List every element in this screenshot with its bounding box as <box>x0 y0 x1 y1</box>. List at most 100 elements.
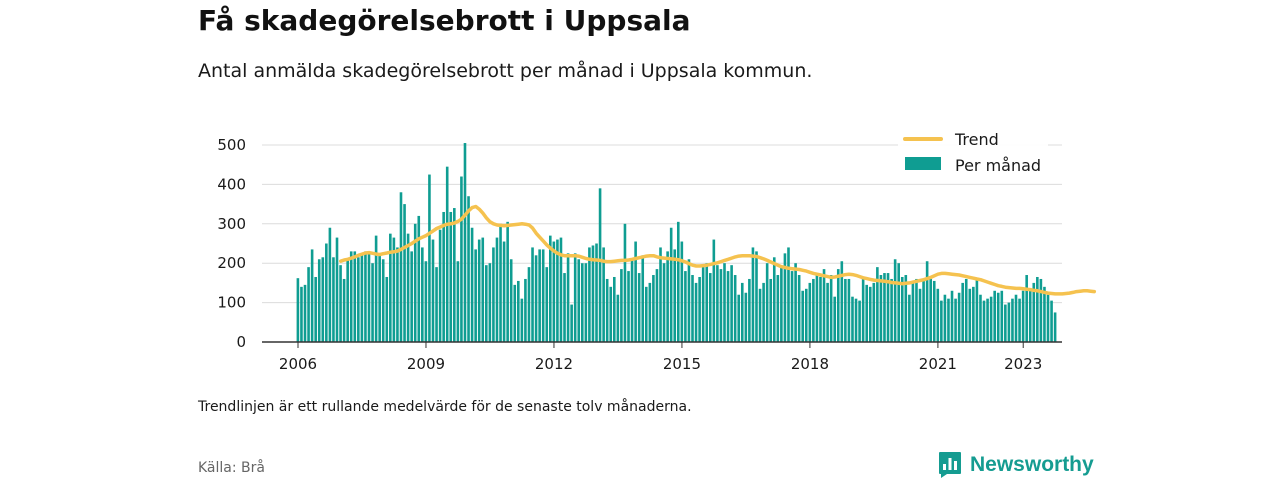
bar <box>612 276 616 342</box>
bar <box>716 265 719 342</box>
bar <box>385 276 389 342</box>
bar <box>364 251 367 342</box>
bar <box>879 275 883 342</box>
bar <box>637 273 641 342</box>
bar <box>911 282 915 342</box>
bar <box>644 286 648 342</box>
bar <box>908 294 911 342</box>
bar <box>1036 276 1039 342</box>
bar <box>413 223 417 342</box>
bar <box>840 261 844 342</box>
bar <box>552 241 556 342</box>
bar <box>595 243 598 342</box>
bar <box>381 259 385 342</box>
bar <box>698 276 701 342</box>
bar <box>733 275 737 342</box>
bar <box>1046 294 1050 342</box>
bar <box>648 282 652 342</box>
legend-bar-label: Per månad <box>955 156 1041 175</box>
bar <box>858 300 861 342</box>
bar <box>769 278 773 342</box>
bar <box>797 275 801 342</box>
bar <box>534 255 538 342</box>
bar <box>307 267 310 342</box>
bar <box>982 300 986 342</box>
bar <box>719 269 723 342</box>
bar <box>456 261 460 342</box>
bar <box>726 271 730 342</box>
bar <box>872 282 876 342</box>
chart-title: Få skadegörelsebrott i Uppsala <box>198 4 691 37</box>
x-tick-label: 2009 <box>407 355 445 373</box>
bar <box>474 249 477 342</box>
bar <box>979 294 982 342</box>
bar <box>470 227 474 342</box>
bar <box>1021 290 1025 342</box>
bar <box>1025 275 1028 342</box>
bar <box>335 237 339 342</box>
bar <box>701 265 705 342</box>
bar <box>477 239 481 342</box>
bar <box>598 188 602 342</box>
bar <box>900 276 904 342</box>
bar <box>314 276 317 342</box>
bar <box>339 265 342 342</box>
bar <box>765 263 769 342</box>
bar <box>961 282 964 342</box>
bar <box>794 263 797 342</box>
bar <box>964 278 968 342</box>
bar <box>357 257 360 342</box>
bar <box>776 275 780 342</box>
bar <box>787 247 790 342</box>
bar <box>577 259 581 342</box>
bar <box>883 273 886 342</box>
bar <box>602 247 605 342</box>
bar <box>438 229 442 342</box>
y-tick-label: 100 <box>217 294 246 312</box>
bar <box>591 245 595 342</box>
bar <box>662 263 666 342</box>
bar <box>300 286 303 342</box>
bar <box>975 278 979 342</box>
bar <box>431 239 435 342</box>
bar <box>371 263 374 342</box>
bar <box>367 253 371 342</box>
bar <box>751 247 755 342</box>
chart-subtitle: Antal anmälda skadegörelsebrott per måna… <box>198 60 813 82</box>
bar <box>936 288 940 342</box>
bar <box>616 294 620 342</box>
bar <box>666 251 669 342</box>
bar <box>687 259 691 342</box>
bar <box>996 292 1000 342</box>
bar <box>1007 302 1011 342</box>
bar <box>492 247 495 342</box>
bar <box>403 204 406 342</box>
x-tick-label: 2015 <box>663 355 701 373</box>
bar <box>876 267 879 342</box>
bar <box>755 251 758 342</box>
bar <box>762 282 765 342</box>
bar <box>453 208 456 342</box>
bar <box>804 288 808 342</box>
bar <box>396 247 399 342</box>
bar <box>634 241 637 342</box>
bar <box>758 288 762 342</box>
bar <box>922 278 925 342</box>
bar <box>449 211 453 342</box>
bar <box>1014 294 1018 342</box>
bar <box>406 233 410 342</box>
bar <box>904 275 908 342</box>
bar <box>435 267 438 342</box>
bar <box>517 280 520 342</box>
bar <box>605 278 609 342</box>
bar <box>915 278 918 342</box>
bar <box>712 239 716 342</box>
bar <box>1011 298 1014 342</box>
bar <box>609 286 613 342</box>
source-label: Källa: Brå <box>198 460 265 476</box>
bar <box>1018 298 1021 342</box>
bar <box>378 255 381 342</box>
bar <box>836 269 840 342</box>
bar <box>989 296 993 342</box>
bar <box>460 176 463 342</box>
